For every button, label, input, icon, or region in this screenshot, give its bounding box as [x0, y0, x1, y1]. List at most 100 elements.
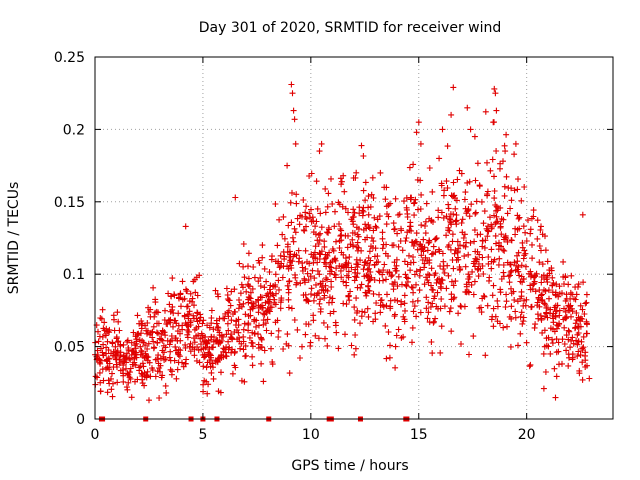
data-point: [372, 223, 379, 230]
data-point: [552, 394, 559, 401]
data-point: [104, 364, 111, 371]
data-point: [380, 241, 387, 248]
data-point: [443, 178, 450, 185]
data-point: [391, 313, 398, 320]
data-point: [225, 327, 232, 334]
data-point: [425, 309, 432, 316]
data-point: [497, 289, 504, 296]
data-point: [360, 266, 367, 273]
data-point: [428, 265, 435, 272]
data-point: [332, 208, 338, 215]
data-point: [396, 211, 403, 218]
data-point: [458, 341, 464, 347]
data-point: [191, 302, 197, 309]
data-point: [272, 201, 279, 207]
data-point: [359, 207, 366, 214]
data-point: [335, 199, 342, 206]
data-point: [511, 187, 518, 194]
data-point: [471, 227, 478, 234]
data-point: [257, 303, 264, 310]
data-point: [308, 291, 314, 298]
data-point: [464, 288, 471, 295]
data-point: [455, 310, 462, 317]
data-point: [187, 290, 194, 297]
data-point: [196, 359, 203, 366]
data-point: [520, 314, 527, 321]
data-point: [572, 296, 579, 303]
data-point: [190, 312, 197, 319]
data-point: [354, 270, 361, 277]
data-point: [189, 298, 196, 305]
data-point: [417, 206, 424, 212]
data-point: [370, 290, 377, 297]
data-point: [355, 225, 362, 232]
data-point: [302, 291, 309, 298]
data-point: [302, 331, 309, 338]
data-point: [570, 340, 577, 347]
data-point: [330, 308, 337, 315]
data-point: [225, 297, 232, 304]
y-tick-label: 0.2: [63, 122, 85, 138]
data-point: [354, 284, 361, 291]
data-point: [112, 343, 119, 350]
data-point: [426, 165, 433, 171]
data-point: [200, 317, 207, 324]
data-point: [290, 107, 297, 114]
data-point: [493, 240, 499, 247]
data-point: [183, 286, 189, 293]
data-point: [287, 199, 294, 206]
data-point: [414, 297, 421, 304]
data-point: [146, 397, 152, 404]
data-point: [201, 354, 207, 361]
data-point: [251, 274, 258, 281]
data-point: [312, 223, 319, 230]
data-point: [302, 209, 309, 216]
data-point: [406, 252, 412, 259]
data-point: [500, 262, 507, 268]
data-point: [281, 253, 288, 260]
data-point: [100, 377, 107, 384]
x-tick-label: 0: [91, 427, 100, 443]
data-point: [519, 279, 526, 286]
data-point: [412, 238, 419, 245]
data-point: [350, 206, 357, 213]
data-point: [445, 242, 452, 249]
data-point: [523, 339, 530, 346]
data-point: [364, 273, 371, 280]
data-point: [527, 286, 534, 293]
data-point: [105, 377, 112, 384]
data-point: [406, 164, 413, 171]
data-point: [542, 301, 549, 308]
data-point: [223, 285, 230, 292]
data-point: [385, 329, 392, 335]
data-point: [383, 276, 389, 283]
data-point: [302, 247, 309, 254]
data-point: [569, 308, 576, 315]
data-point: [103, 357, 110, 364]
data-point: [544, 314, 551, 321]
data-point: [501, 192, 508, 199]
data-point: [155, 352, 162, 359]
data-point: [294, 326, 301, 333]
data-point: [417, 309, 424, 316]
data-point: [163, 320, 170, 327]
data-point: [114, 339, 121, 346]
data-point: [156, 365, 163, 371]
data-point: [445, 201, 452, 208]
data-point: [579, 347, 586, 354]
data-point: [450, 282, 457, 289]
data-point: [348, 216, 355, 223]
data-point: [345, 268, 352, 275]
data-point: [501, 142, 508, 149]
data-point: [472, 177, 479, 184]
data-point: [179, 322, 186, 329]
data-point: [410, 308, 417, 315]
data-point: [470, 333, 477, 340]
data-point: [259, 254, 266, 261]
data-point: [216, 315, 223, 322]
data-point: [421, 244, 428, 251]
data-point: [566, 307, 573, 314]
data-point: [103, 344, 110, 351]
data-point: [435, 214, 442, 221]
data-point: [362, 221, 369, 228]
